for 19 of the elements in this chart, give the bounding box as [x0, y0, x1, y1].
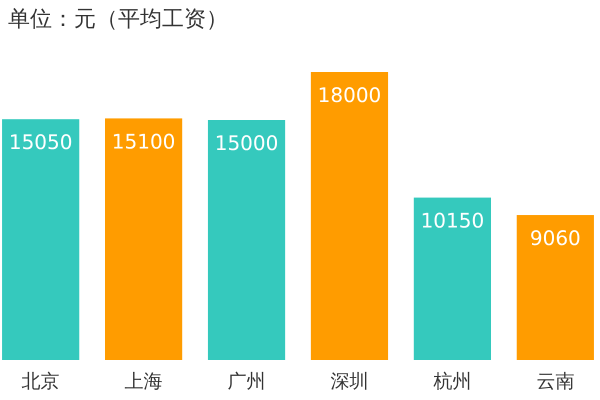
x-tick-label: 杭州 — [432, 370, 472, 392]
x-tick-label: 北京 — [22, 370, 60, 392]
x-tick-label: 云南 — [536, 370, 574, 392]
data-label: 9060 — [530, 226, 581, 250]
chart-title: 单位：元（平均工资） — [8, 7, 228, 32]
data-label: 10150 — [420, 208, 484, 233]
x-tick-label: 广州 — [228, 370, 266, 392]
bar — [2, 119, 80, 360]
data-label: 15050 — [8, 130, 72, 154]
bar — [208, 120, 286, 360]
data-label: 18000 — [318, 83, 382, 107]
bar — [310, 72, 388, 360]
data-label: 15100 — [112, 129, 176, 154]
bar — [516, 215, 594, 360]
bar — [104, 118, 182, 360]
x-tick-label: 上海 — [124, 370, 163, 392]
bar — [414, 198, 492, 360]
x-tick-label: 深圳 — [330, 370, 368, 392]
data-label: 15000 — [214, 131, 278, 155]
